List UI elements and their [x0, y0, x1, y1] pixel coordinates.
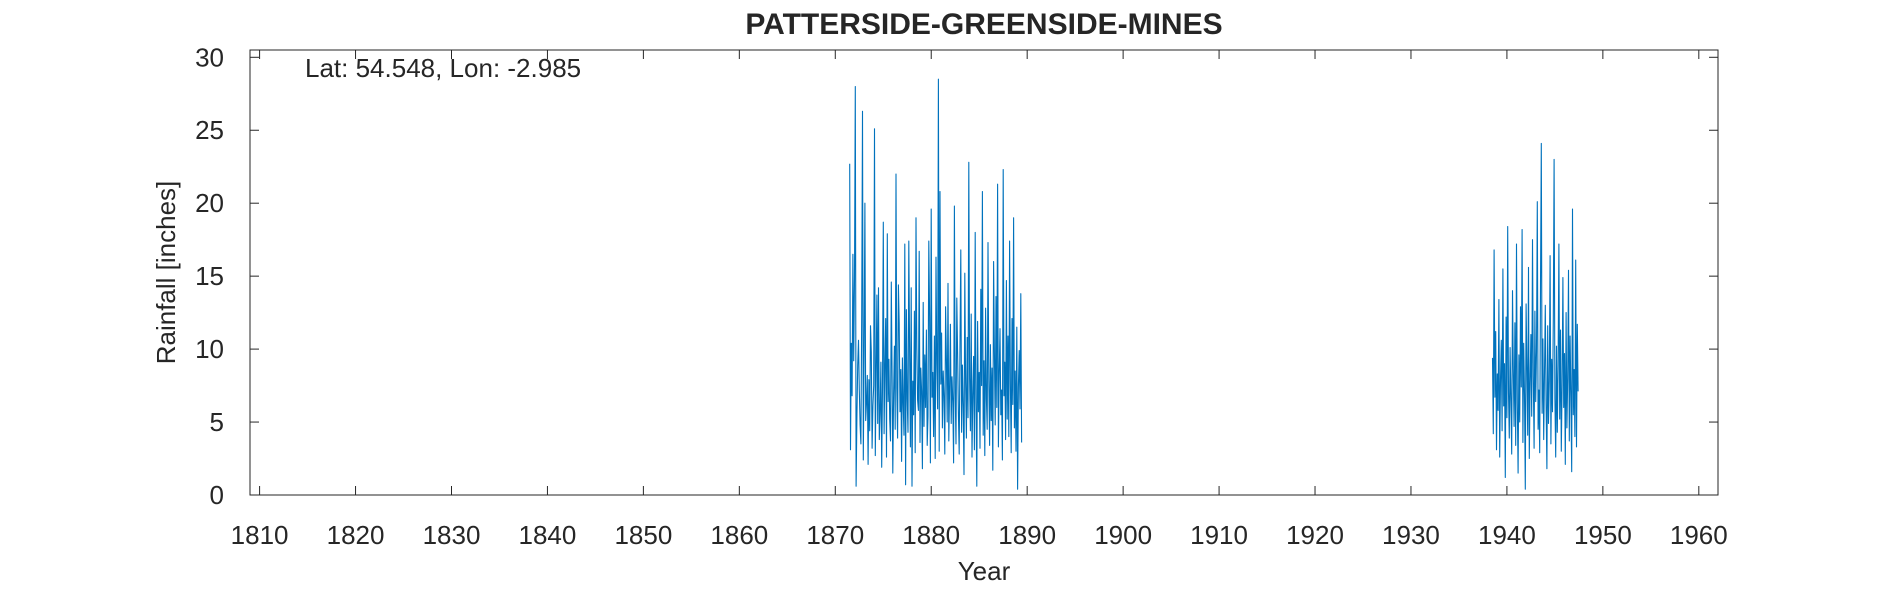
x-tick-label: 1810: [231, 520, 289, 550]
x-tick-label: 1830: [423, 520, 481, 550]
chart-title: PATTERSIDE-GREENSIDE-MINES: [745, 8, 1222, 41]
x-tick-label: 1860: [710, 520, 768, 550]
x-tick-label: 1930: [1382, 520, 1440, 550]
x-tick-label: 1960: [1670, 520, 1728, 550]
axis-ticks: 1810 1820 1830 1840 1850 1860 1870 1880 1890 1900…: [195, 42, 1728, 550]
x-axis-label: Year: [958, 556, 1011, 586]
y-tick-label: 15: [195, 261, 224, 291]
y-tick-label: 10: [195, 334, 224, 364]
x-tick-label: 1920: [1286, 520, 1344, 550]
x-tick-label: 1850: [614, 520, 672, 550]
y-tick-label: 30: [195, 42, 224, 72]
x-tick-label: 1900: [1094, 520, 1152, 550]
series-layer: [849, 78, 1579, 490]
x-tick-label: 1880: [902, 520, 960, 550]
y-axis-label: Rainfall [inches]: [151, 181, 181, 365]
location-annotation: Lat: 54.548, Lon: -2.985: [305, 53, 581, 83]
rainfall-series-line-2: [1491, 142, 1579, 490]
y-tick-label: 0: [210, 480, 224, 510]
x-tick-label: 1940: [1478, 520, 1536, 550]
x-tick-label: 1950: [1574, 520, 1632, 550]
y-tick-label: 25: [195, 115, 224, 145]
x-tick-label: 1890: [998, 520, 1056, 550]
rainfall-series-line-1: [849, 78, 1023, 490]
plot-area: [249, 49, 1719, 496]
y-tick-label: 20: [195, 188, 224, 218]
x-tick-label: 1820: [327, 520, 385, 550]
x-tick-label: 1870: [806, 520, 864, 550]
y-tick-label: 5: [210, 407, 224, 437]
x-tick-label: 1840: [519, 520, 577, 550]
x-tick-label: 1910: [1190, 520, 1248, 550]
